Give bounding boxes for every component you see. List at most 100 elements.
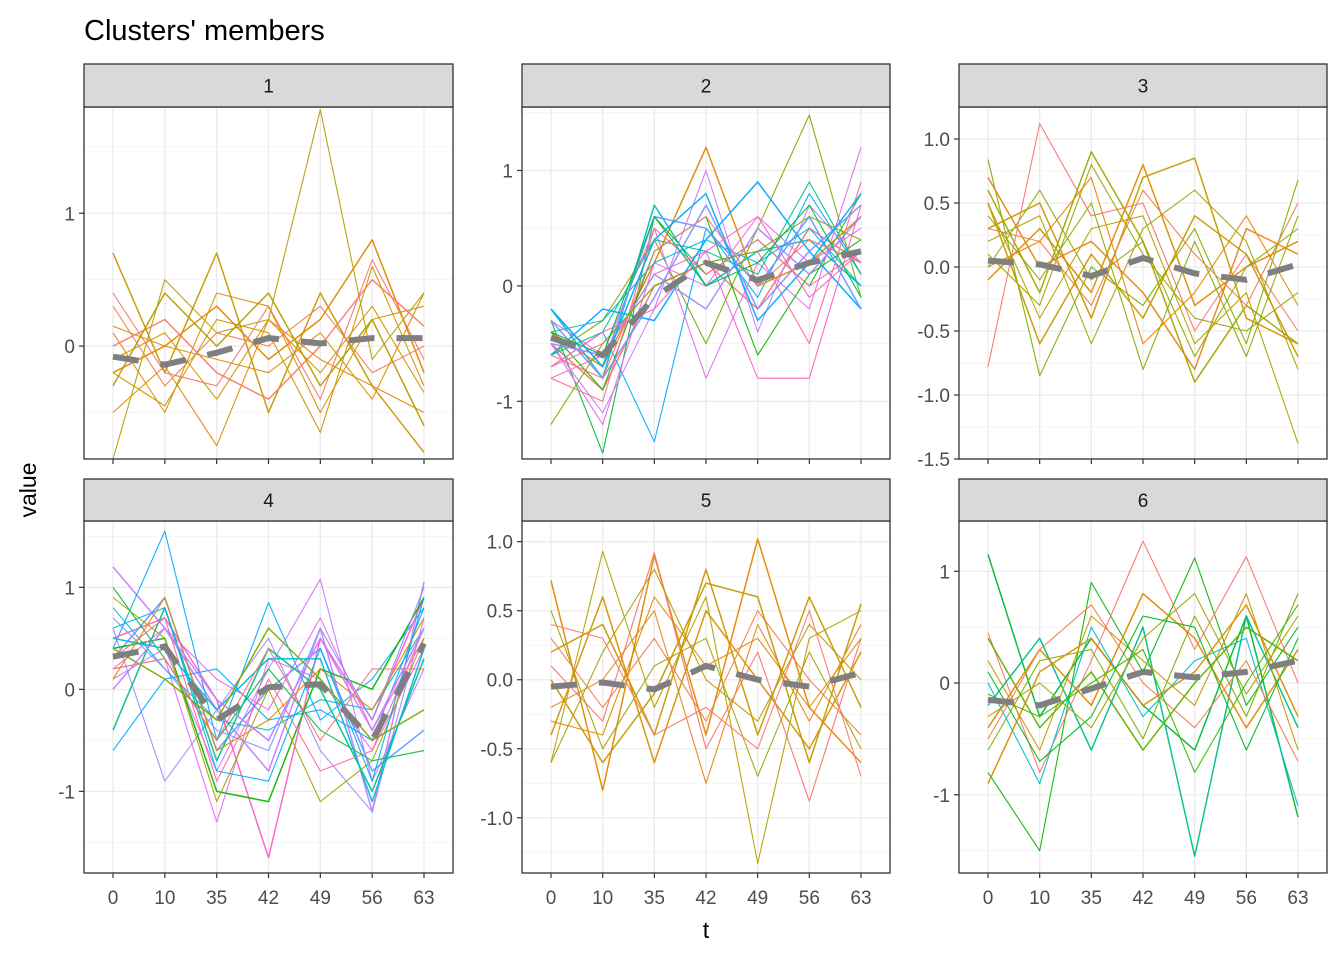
series-line-5.4 [550,568,862,736]
x-axis [112,459,425,464]
series-line-3.3 [987,159,1299,377]
centroid-line [987,254,1299,283]
facet-panel-3: 3 -1.5 -1.0 -0.5 0.0 0.5 1.0 [917,63,1328,471]
series-line-5.11 [550,610,862,777]
series-lines [112,530,425,859]
series-line-3.4 [987,157,1299,345]
facet-strip-label: 1 [263,77,274,98]
y-tick-label: -1.0 [917,386,950,407]
centroid-line [987,657,1299,709]
y-tick-label: -1 [496,392,513,413]
x-tick-label: 0 [983,888,994,909]
x-tick-label: 63 [1287,888,1308,909]
series-line-4.17 [112,596,425,752]
x-tick-label: 42 [695,888,716,909]
y-tick-label: 0.0 [487,671,513,692]
series-line-4.9 [112,617,425,813]
series-line-5.3 [550,552,862,802]
series-line-2.17 [550,227,862,402]
series-line-1.11 [112,305,425,387]
facet-panel-5: 5 -1.0 -0.5 0.0 0.5 1.0 0 10 35 42 49 56 63 [480,478,891,909]
x-tick-label: 35 [206,888,227,909]
centroid-line [550,662,862,693]
series-line-6.11 [987,604,1299,762]
x-tick-label: 35 [644,888,665,909]
series-line-1.7 [112,278,425,400]
y-tick-label: -1.0 [480,809,513,830]
centroid-line [112,335,424,368]
series-line-6.4 [987,615,1299,857]
series-lines [550,538,862,864]
x-tick-label: 49 [1184,888,1205,909]
series-line-3.11 [987,164,1299,332]
series-line-3.9 [987,189,1299,370]
series-line-4.14 [112,587,425,752]
series-line-1.10 [112,292,425,427]
facet-strip [958,478,1328,522]
series-line-5.2 [550,550,862,864]
x-axis [550,459,862,464]
y-tick-label: 1 [64,204,75,225]
series-lines [550,114,862,454]
y-tick-label: 0.0 [924,258,950,279]
series-line-4.22 [112,627,425,742]
x-tick-label: 56 [1236,888,1257,909]
x-tick-label: 0 [108,888,119,909]
facet-strip-label: 3 [1138,77,1149,98]
facet-strip [83,478,454,522]
y-axis: -1 0 1 [933,562,959,807]
facet-panel-6: 6 -101 0 10 35 42 49 56 63 [933,478,1328,909]
facet-strip-label: 2 [701,77,712,98]
x-axis: 0 10 35 42 49 56 63 [983,873,1309,909]
centroid-line [112,641,427,746]
series-line-5.7 [550,596,862,764]
series-line-6.13 [987,604,1299,784]
x-tick-label: 49 [747,888,768,909]
facet-strip [83,63,454,108]
facet-strip-label: 5 [701,491,712,512]
series-line-1.8 [112,265,425,433]
x-tick-label: 56 [799,888,820,909]
x-axis-title: t [703,917,710,943]
centroid-line [550,248,862,359]
x-tick-label: 35 [1081,888,1102,909]
x-axis: 0 10 35 42 49 56 63 [546,873,872,909]
y-axis: -1.5 -1.0 -0.5 0.0 0.5 1.0 [917,130,959,471]
y-axis: -1 0 1 [496,161,522,413]
series-line-4.19 [112,627,425,742]
series-line-6.5 [987,593,1299,751]
x-tick-label: 10 [1029,888,1050,909]
x-axis [987,459,1299,464]
y-axis: -1 0 1 [58,578,84,803]
series-line-5.8 [550,610,862,736]
y-axis: 01 [64,204,84,358]
facet-strip-label: 6 [1138,491,1149,512]
y-tick-label: 1.0 [924,130,950,151]
series-line-3.13 [987,202,1299,357]
x-tick-label: 10 [154,888,175,909]
series-lines [987,540,1299,857]
series-line-3.12 [987,189,1299,306]
series-line-6.9 [987,593,1299,729]
series-line-6.14 [987,604,1299,773]
series-lines [987,123,1299,444]
series-line-1.12 [112,305,425,400]
y-tick-label: 0.5 [487,602,513,623]
y-tick-label: 0 [502,277,513,298]
series-line-5.9 [550,568,862,763]
series-line-6.3 [987,540,1299,773]
series-line-4.21 [112,647,424,741]
x-tick-label: 49 [310,888,331,909]
facet-panel-2: 2 -1 0 1 [496,63,891,464]
y-tick-label: 1.0 [487,533,513,554]
series-line-6.10 [987,626,1299,751]
series-line-6.6 [987,593,1299,751]
series-line-3.14 [987,189,1299,358]
x-tick-label: 42 [1132,888,1153,909]
series-line-4.20 [112,597,425,782]
facet-strip-label: 4 [263,491,274,512]
x-axis: 0 10 35 42 49 56 63 [108,873,435,909]
